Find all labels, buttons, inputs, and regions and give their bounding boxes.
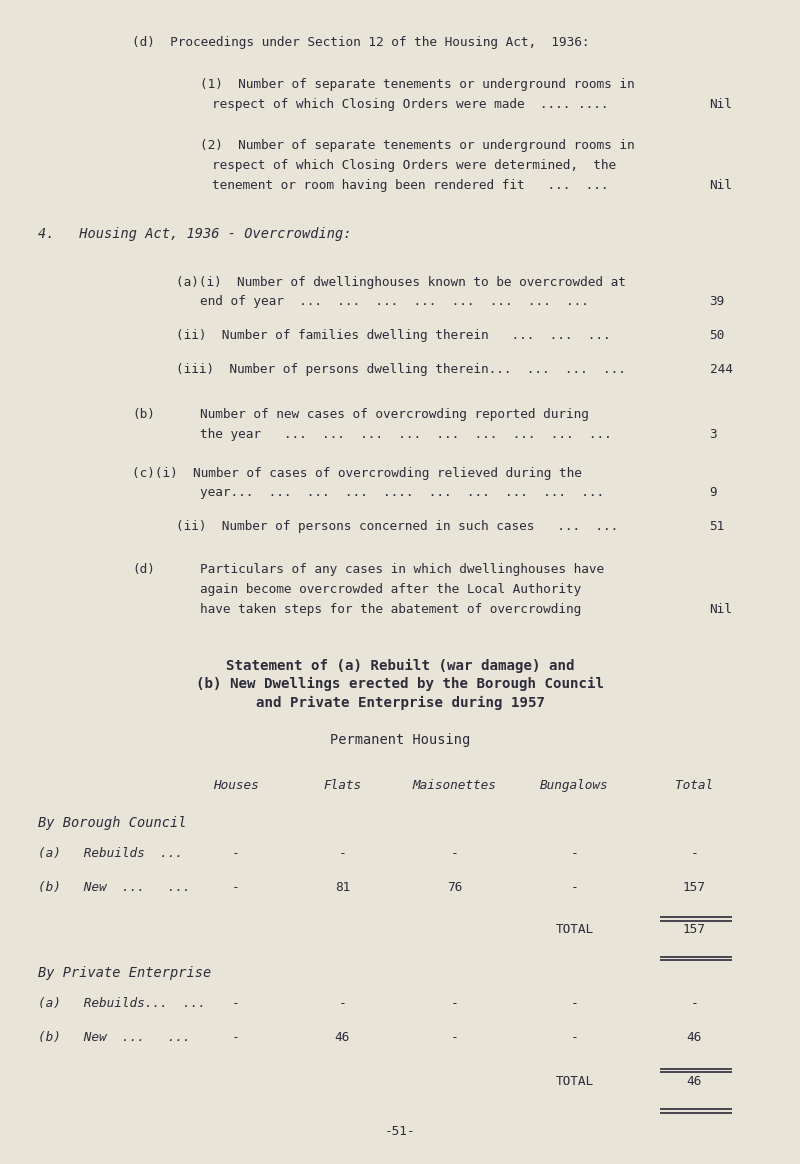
Text: (a)   Rebuilds  ...: (a) Rebuilds ...	[38, 847, 183, 860]
Text: 46: 46	[686, 1076, 702, 1088]
Text: Flats: Flats	[323, 779, 362, 792]
Text: 39: 39	[710, 296, 725, 308]
Text: 157: 157	[683, 881, 706, 894]
Text: 50: 50	[710, 329, 725, 342]
Text: 244: 244	[710, 363, 733, 376]
Text: respect of which Closing Orders were made  .... ....: respect of which Closing Orders were mad…	[212, 98, 609, 111]
Text: -: -	[570, 881, 578, 894]
Text: -: -	[232, 998, 240, 1010]
Text: Houses: Houses	[213, 779, 259, 792]
Text: (b)   New  ...   ...: (b) New ... ...	[38, 1031, 191, 1044]
Text: -: -	[450, 998, 458, 1010]
Text: Permanent Housing: Permanent Housing	[330, 733, 470, 747]
Text: Bungalows: Bungalows	[540, 779, 609, 792]
Text: (c)(i)  Number of cases of overcrowding relieved during the: (c)(i) Number of cases of overcrowding r…	[132, 467, 582, 480]
Text: the year   ...  ...  ...  ...  ...  ...  ...  ...  ...: the year ... ... ... ... ... ... ... ...…	[200, 428, 612, 441]
Text: -: -	[232, 1031, 240, 1044]
Text: 76: 76	[446, 881, 462, 894]
Text: respect of which Closing Orders were determined,  the: respect of which Closing Orders were det…	[212, 159, 616, 172]
Text: By Private Enterprise: By Private Enterprise	[38, 966, 212, 980]
Text: TOTAL: TOTAL	[555, 1076, 594, 1088]
Text: Nil: Nil	[710, 98, 733, 111]
Text: (b): (b)	[132, 409, 155, 421]
Text: 46: 46	[334, 1031, 350, 1044]
Text: (ii)  Number of families dwelling therein   ...  ...  ...: (ii) Number of families dwelling therein…	[176, 329, 610, 342]
Text: -: -	[338, 998, 346, 1010]
Text: -: -	[570, 998, 578, 1010]
Text: end of year  ...  ...  ...  ...  ...  ...  ...  ...: end of year ... ... ... ... ... ... ... …	[200, 296, 589, 308]
Text: Maisonettes: Maisonettes	[413, 779, 496, 792]
Text: 3: 3	[710, 428, 718, 441]
Text: -: -	[690, 847, 698, 860]
Text: -: -	[570, 847, 578, 860]
Text: -: -	[450, 847, 458, 860]
Text: (2)  Number of separate tenements or underground rooms in: (2) Number of separate tenements or unde…	[200, 140, 634, 152]
Text: have taken steps for the abatement of overcrowding: have taken steps for the abatement of ov…	[200, 603, 582, 616]
Text: 51: 51	[710, 520, 725, 533]
Text: Particulars of any cases in which dwellinghouses have: Particulars of any cases in which dwelli…	[200, 563, 604, 576]
Text: (d): (d)	[132, 563, 155, 576]
Text: -: -	[232, 881, 240, 894]
Text: (b) New Dwellings erected by the Borough Council: (b) New Dwellings erected by the Borough…	[196, 677, 604, 691]
Text: -: -	[570, 1031, 578, 1044]
Text: Number of new cases of overcrowding reported during: Number of new cases of overcrowding repo…	[200, 409, 589, 421]
Text: -51-: -51-	[385, 1126, 415, 1138]
Text: (1)  Number of separate tenements or underground rooms in: (1) Number of separate tenements or unde…	[200, 78, 634, 91]
Text: tenement or room having been rendered fit   ...  ...: tenement or room having been rendered fi…	[212, 179, 609, 192]
Text: year...  ...  ...  ...  ....  ...  ...  ...  ...  ...: year... ... ... ... .... ... ... ... ...…	[200, 487, 604, 499]
Text: -: -	[338, 847, 346, 860]
Text: (b)   New  ...   ...: (b) New ... ...	[38, 881, 191, 894]
Text: (ii)  Number of persons concerned in such cases   ...  ...: (ii) Number of persons concerned in such…	[176, 520, 618, 533]
Text: (iii)  Number of persons dwelling therein...  ...  ...  ...: (iii) Number of persons dwelling therein…	[176, 363, 626, 376]
Text: Total: Total	[675, 779, 714, 792]
Text: By Borough Council: By Borough Council	[38, 816, 187, 830]
Text: 9: 9	[710, 487, 718, 499]
Text: again become overcrowded after the Local Authority: again become overcrowded after the Local…	[200, 583, 582, 596]
Text: -: -	[450, 1031, 458, 1044]
Text: and Private Enterprise during 1957: and Private Enterprise during 1957	[255, 696, 545, 710]
Text: 81: 81	[334, 881, 350, 894]
Text: TOTAL: TOTAL	[555, 923, 594, 936]
Text: Statement of (a) Rebuilt (war damage) and: Statement of (a) Rebuilt (war damage) an…	[226, 659, 574, 673]
Text: (d)  Proceedings under Section 12 of the Housing Act,  1936:: (d) Proceedings under Section 12 of the …	[132, 36, 590, 49]
Text: 157: 157	[683, 923, 706, 936]
Text: Nil: Nil	[710, 603, 733, 616]
Text: (a)   Rebuilds...  ...: (a) Rebuilds... ...	[38, 998, 206, 1010]
Text: 4.   Housing Act, 1936 - Overcrowding:: 4. Housing Act, 1936 - Overcrowding:	[38, 227, 352, 241]
Text: -: -	[232, 847, 240, 860]
Text: -: -	[690, 998, 698, 1010]
Text: (a)(i)  Number of dwellinghouses known to be overcrowded at: (a)(i) Number of dwellinghouses known to…	[176, 276, 626, 289]
Text: Nil: Nil	[710, 179, 733, 192]
Text: 46: 46	[686, 1031, 702, 1044]
